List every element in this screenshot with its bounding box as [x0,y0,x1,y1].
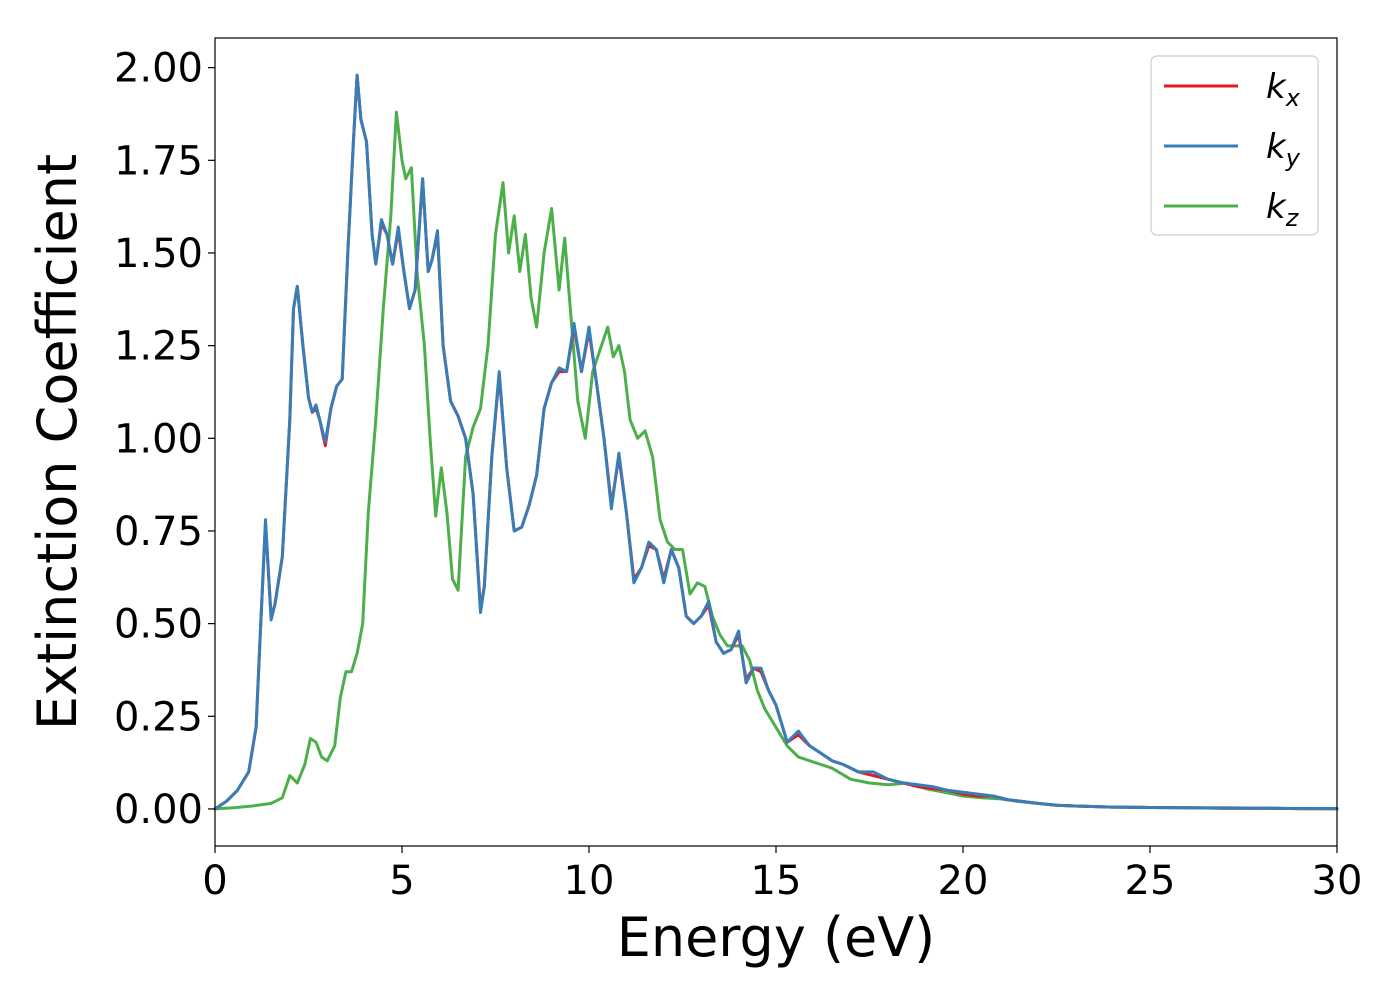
legend-label-ky: ky [1266,127,1301,172]
y-tick-label: 1.25 [114,324,203,370]
x-tick-label: 25 [1125,858,1176,904]
legend-label-kx: kx [1266,67,1301,112]
y-tick-label: 0.50 [114,602,203,648]
series-line-kz [213,110,1339,811]
x-tick-label: 20 [938,858,989,904]
y-tick-label: 0.25 [114,694,203,740]
y-tick-label: 1.00 [114,416,203,462]
series-line-ky [213,73,1339,811]
plot-series-group [213,73,1339,811]
y-axis-ticks: 0.00 0.25 0.50 0.75 1.00 1.25 1.50 1.75 2.00 [114,46,215,833]
legend-label-kz: kz [1266,187,1300,232]
y-tick-label: 0.75 [114,509,203,555]
legend-entries: kx ky kz [1164,67,1301,232]
x-tick-label: 30 [1312,858,1363,904]
y-tick-label: 0.00 [114,787,203,833]
x-tick-label: 15 [751,858,802,904]
x-axis-label: Energy (eV) [617,906,936,969]
y-tick-label: 2.00 [114,46,203,92]
x-tick-label: 5 [389,858,414,904]
legend: kx ky kz [1150,55,1319,236]
y-tick-label: 1.75 [114,138,203,184]
y-tick-label: 1.50 [114,231,203,277]
x-axis-ticks: 0 5 10 15 20 25 30 [202,846,1362,904]
x-tick-label: 10 [564,858,615,904]
y-axis-label: Extinction Coefficient [26,154,89,730]
x-tick-label: 0 [202,858,227,904]
